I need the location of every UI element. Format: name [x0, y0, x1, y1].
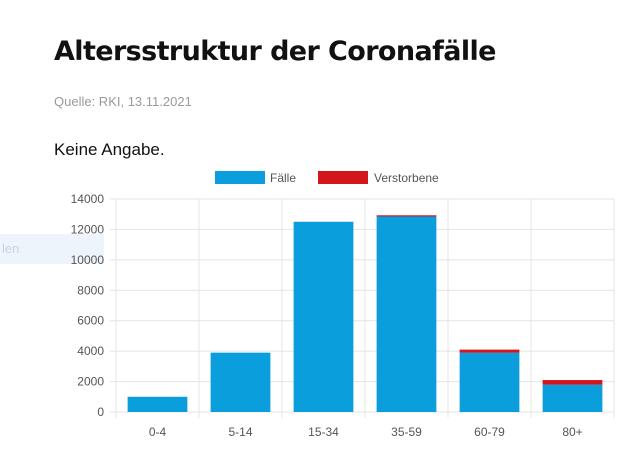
- y-tick-label: 10000: [71, 253, 105, 267]
- bar-faelle: [293, 221, 354, 412]
- legend-swatch-verstorbene: [318, 171, 368, 184]
- source-note: Quelle: RKI, 13.11.2021: [54, 94, 192, 109]
- x-tick-label: 60-79: [474, 425, 505, 439]
- y-tick-label: 14000: [71, 192, 105, 206]
- legend-item-faelle[interactable]: Fälle: [215, 171, 296, 185]
- chart-subtitle: Keine Angabe.: [54, 140, 165, 159]
- legend-label-verstorbene: Verstorbene: [374, 171, 439, 185]
- y-tick-label: 2000: [77, 375, 104, 389]
- side-tab[interactable]: len: [0, 234, 104, 264]
- side-tab-label: len: [2, 241, 20, 256]
- x-tick-label: 35-59: [391, 425, 422, 439]
- bar-layer: [127, 215, 603, 412]
- bar-faelle: [459, 352, 520, 412]
- legend: Fälle Verstorbene: [215, 171, 439, 185]
- bar-faelle: [376, 216, 437, 412]
- page-title: Altersstruktur der Coronafälle: [54, 36, 496, 67]
- legend-label-faelle: Fälle: [270, 171, 296, 185]
- bar-verstorbene: [376, 215, 437, 217]
- x-tick-label: 0-4: [149, 425, 167, 439]
- y-tick-label: 8000: [77, 283, 104, 297]
- bar-verstorbene: [459, 349, 520, 353]
- x-tick-label: 15-34: [308, 425, 339, 439]
- grid-layer: [110, 198, 615, 418]
- y-tick-label: 4000: [77, 344, 104, 358]
- bar-faelle: [210, 352, 271, 412]
- x-axis-ticks: 0-4 5-14 15-34 35-59 60-79 80+: [149, 425, 583, 439]
- y-tick-label: 12000: [71, 222, 105, 236]
- y-axis-ticks: 0 2000 4000 6000 8000 10000 12000 14000: [71, 192, 105, 419]
- y-tick-label: 6000: [77, 314, 104, 328]
- legend-swatch-faelle: [215, 171, 265, 184]
- bar-faelle: [542, 384, 603, 412]
- y-tick-label: 0: [97, 405, 104, 419]
- x-tick-label: 80+: [562, 425, 582, 439]
- legend-item-verstorbene[interactable]: Verstorbene: [318, 171, 439, 185]
- bar-faelle: [127, 396, 188, 412]
- bar-verstorbene: [542, 380, 603, 385]
- x-tick-label: 5-14: [228, 425, 252, 439]
